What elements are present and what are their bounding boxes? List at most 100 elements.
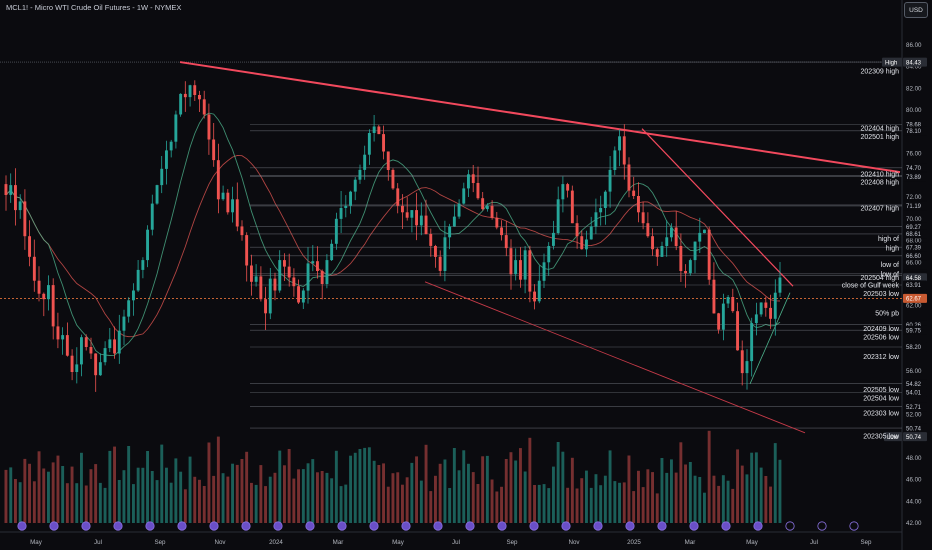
candle-body[interactable] [595, 212, 598, 226]
candle-body[interactable] [38, 281, 41, 294]
candle-body[interactable] [335, 219, 338, 244]
candle-body[interactable] [694, 242, 697, 261]
candle-body[interactable] [165, 150, 168, 169]
candle-body[interactable] [703, 230, 706, 233]
candle-body[interactable] [736, 311, 739, 350]
candle-body[interactable] [255, 276, 258, 281]
candle-body[interactable] [316, 261, 319, 271]
candle-body[interactable] [151, 204, 154, 230]
candle-body[interactable] [585, 240, 588, 250]
candle-body[interactable] [491, 206, 494, 218]
candle-body[interactable] [557, 199, 560, 233]
event-marker-icon[interactable] [178, 522, 186, 530]
event-marker-icon[interactable] [146, 522, 154, 530]
candle-body[interactable] [208, 115, 211, 140]
candle-body[interactable] [349, 192, 352, 206]
candle-body[interactable] [226, 193, 229, 213]
candle-body[interactable] [198, 95, 201, 99]
candle-body[interactable] [292, 278, 295, 287]
candle-body[interactable] [236, 199, 239, 226]
candle-body[interactable] [741, 350, 744, 373]
candle-body[interactable] [500, 228, 503, 236]
candle-body[interactable] [326, 260, 329, 284]
candle-body[interactable] [363, 155, 366, 170]
candle-body[interactable] [203, 99, 206, 114]
candle-body[interactable] [377, 127, 380, 135]
candle-body[interactable] [462, 188, 465, 203]
candle-body[interactable] [250, 266, 253, 282]
candle-body[interactable] [75, 364, 78, 372]
currency-button[interactable]: USD [904, 2, 928, 18]
candle-body[interactable] [373, 127, 376, 134]
candle-body[interactable] [524, 250, 527, 279]
candle-body[interactable] [528, 250, 531, 291]
candle-body[interactable] [656, 249, 659, 257]
candle-body[interactable] [458, 204, 461, 217]
candle-body[interactable] [137, 270, 140, 291]
candle-body[interactable] [448, 226, 451, 237]
candle-body[interactable] [222, 193, 225, 200]
candle-body[interactable] [571, 191, 574, 224]
candle-body[interactable] [481, 198, 484, 209]
candle-body[interactable] [387, 152, 390, 171]
candle-body[interactable] [28, 236, 31, 257]
candle-body[interactable] [259, 276, 262, 299]
candle-body[interactable] [439, 257, 442, 271]
candle-body[interactable] [750, 323, 753, 361]
candle-body[interactable] [382, 134, 385, 151]
event-marker-icon[interactable] [562, 522, 570, 530]
candle-body[interactable] [311, 261, 314, 263]
candle-body[interactable] [429, 234, 432, 246]
candle-body[interactable] [113, 339, 116, 353]
candle-body[interactable] [321, 271, 324, 284]
candle-body[interactable] [127, 300, 130, 316]
candle-body[interactable] [406, 212, 409, 217]
candle-body[interactable] [538, 281, 541, 302]
candle-body[interactable] [495, 218, 498, 228]
event-marker-icon[interactable] [370, 522, 378, 530]
candle-body[interactable] [651, 236, 654, 249]
candle-body[interactable] [302, 291, 305, 303]
candle-body[interactable] [623, 136, 626, 164]
candle-body[interactable] [71, 356, 74, 372]
candle-body[interactable] [19, 201, 22, 210]
candle-body[interactable] [61, 335, 64, 339]
candle-body[interactable] [698, 233, 701, 242]
candle-body[interactable] [108, 339, 111, 348]
candle-body[interactable] [580, 236, 583, 249]
candle-body[interactable] [99, 362, 102, 375]
candle-body[interactable] [689, 260, 692, 273]
candle-body[interactable] [264, 299, 267, 313]
candle-body[interactable] [132, 291, 135, 301]
candle-body[interactable] [453, 217, 456, 227]
candle-body[interactable] [590, 226, 593, 239]
event-marker-icon[interactable] [338, 522, 346, 530]
candle-body[interactable] [156, 185, 159, 204]
event-marker-icon[interactable] [626, 522, 634, 530]
candle-body[interactable] [510, 248, 513, 274]
candle-body[interactable] [392, 170, 395, 189]
candle-body[interactable] [434, 246, 437, 257]
event-marker-icon[interactable] [658, 522, 666, 530]
candle-body[interactable] [174, 115, 177, 142]
event-marker-icon[interactable] [434, 522, 442, 530]
candle-body[interactable] [231, 199, 234, 212]
event-marker-icon[interactable] [530, 522, 538, 530]
candle-body[interactable] [632, 191, 635, 196]
candle-body[interactable] [467, 174, 470, 188]
candle-body[interactable] [23, 201, 26, 236]
candle-body[interactable] [713, 280, 716, 314]
candle-body[interactable] [760, 303, 763, 315]
candle-body[interactable] [415, 210, 418, 225]
candle-body[interactable] [637, 196, 640, 212]
candle-body[interactable] [708, 230, 711, 280]
candle-body[interactable] [675, 228, 678, 247]
event-marker-icon[interactable] [50, 522, 58, 530]
event-marker-icon[interactable] [306, 522, 314, 530]
candle-body[interactable] [486, 206, 489, 209]
event-marker-icon[interactable] [466, 522, 474, 530]
candle-body[interactable] [613, 150, 616, 170]
candle-body[interactable] [57, 326, 60, 339]
candle-body[interactable] [118, 331, 121, 354]
candle-body[interactable] [354, 180, 357, 192]
